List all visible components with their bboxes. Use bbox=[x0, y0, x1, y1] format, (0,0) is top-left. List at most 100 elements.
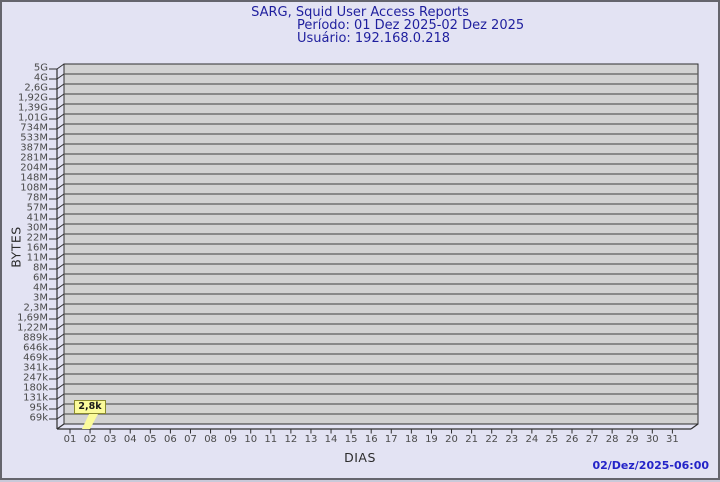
y-tick-depth bbox=[56, 223, 65, 230]
y-tick-label: 6M bbox=[33, 273, 48, 284]
y-tick-label: 1,01G bbox=[18, 113, 48, 124]
y-tick-label: 1,22M bbox=[17, 323, 48, 334]
data-point-flag: 2,8k bbox=[74, 400, 106, 414]
x-tick-label: 05 bbox=[144, 434, 157, 445]
x-tick-label: 02 bbox=[84, 434, 97, 445]
y-tick-label: 204M bbox=[20, 163, 48, 174]
y-tick-depth bbox=[56, 213, 65, 220]
y-tick-label: 108M bbox=[20, 183, 48, 194]
y-tick-label: 180k bbox=[23, 383, 48, 394]
y-tick-depth bbox=[56, 383, 65, 390]
y-tick-depth bbox=[56, 333, 65, 340]
x-tick-label: 26 bbox=[566, 434, 579, 445]
y-tick-depth bbox=[56, 353, 65, 360]
x-tick-label: 30 bbox=[646, 434, 659, 445]
y-tick-depth bbox=[56, 183, 65, 190]
x-tick-label: 09 bbox=[224, 434, 237, 445]
x-tick-label: 25 bbox=[546, 434, 559, 445]
y-tick-depth bbox=[56, 233, 65, 240]
y-tick-depth bbox=[56, 263, 65, 270]
y-tick-label: 1,39G bbox=[18, 103, 48, 114]
chart-user: Usuário: 192.168.0.218 bbox=[297, 31, 451, 46]
y-tick-depth bbox=[56, 253, 65, 260]
axis-depth-bottom-left bbox=[56, 423, 65, 430]
y-tick-label: 469k bbox=[23, 353, 48, 364]
x-tick-label: 31 bbox=[666, 434, 679, 445]
y-tick-depth bbox=[56, 143, 65, 150]
y-tick-depth bbox=[56, 373, 65, 380]
y-tick-depth bbox=[56, 273, 65, 280]
x-tick-label: 21 bbox=[465, 434, 478, 445]
y-tick-depth bbox=[56, 193, 65, 200]
chart-period: Período: 01 Dez 2025-02 Dez 2025 bbox=[297, 18, 525, 33]
y-tick-label: 22M bbox=[27, 233, 48, 244]
x-tick-label: 12 bbox=[285, 434, 298, 445]
x-tick-label: 19 bbox=[425, 434, 438, 445]
y-tick-depth bbox=[56, 63, 65, 70]
y-tick-label: 889k bbox=[23, 333, 48, 344]
y-tick-label: 8M bbox=[33, 263, 48, 274]
x-tick-label: 15 bbox=[345, 434, 358, 445]
x-axis-title: DIAS bbox=[344, 450, 376, 465]
flag-tail bbox=[82, 414, 98, 429]
y-tick-label: 4M bbox=[33, 283, 48, 294]
y-tick-depth bbox=[56, 133, 65, 140]
y-tick-label: 95k bbox=[29, 403, 48, 414]
x-tick-label: 03 bbox=[104, 434, 117, 445]
x-tick-label: 11 bbox=[264, 434, 277, 445]
y-tick-depth bbox=[56, 153, 65, 160]
y-tick-label: 2,3M bbox=[23, 303, 48, 314]
y-tick-depth bbox=[56, 93, 65, 100]
y-tick-depth bbox=[56, 113, 65, 120]
y-tick-label: 281M bbox=[20, 153, 48, 164]
x-tick-label: 29 bbox=[626, 434, 639, 445]
x-tick-label: 13 bbox=[305, 434, 318, 445]
y-tick-label: 1,69M bbox=[17, 313, 48, 324]
x-tick-label: 27 bbox=[586, 434, 599, 445]
x-tick-label: 23 bbox=[505, 434, 518, 445]
y-tick-depth bbox=[56, 73, 65, 80]
y-tick-depth bbox=[56, 123, 65, 130]
y-tick-label: 131k bbox=[23, 393, 48, 404]
y-tick-label: 30M bbox=[27, 223, 48, 234]
y-tick-label: 57M bbox=[27, 203, 48, 214]
y-tick-depth bbox=[56, 173, 65, 180]
y-tick-label: 69k bbox=[29, 413, 48, 424]
x-tick-label: 04 bbox=[124, 434, 137, 445]
y-tick-depth bbox=[56, 103, 65, 110]
y-tick-depth bbox=[56, 203, 65, 210]
x-tick-label: 08 bbox=[204, 434, 217, 445]
y-tick-depth bbox=[56, 323, 65, 330]
y-tick-label: 16M bbox=[27, 243, 48, 254]
x-tick-label: 01 bbox=[64, 434, 77, 445]
x-tick-label: 22 bbox=[485, 434, 498, 445]
y-tick-label: 41M bbox=[27, 213, 48, 224]
y-tick-depth bbox=[56, 83, 65, 90]
x-tick-label: 10 bbox=[244, 434, 257, 445]
x-tick-label: 06 bbox=[164, 434, 177, 445]
report-date: 02/Dez/2025-06:00 bbox=[592, 459, 709, 472]
y-tick-label: 247k bbox=[23, 373, 48, 384]
y-tick-label: 533M bbox=[20, 133, 48, 144]
y-tick-label: 4G bbox=[34, 73, 48, 84]
x-tick-label: 20 bbox=[445, 434, 458, 445]
y-tick-depth bbox=[56, 413, 65, 420]
y-tick-label: 2,6G bbox=[24, 83, 48, 94]
y-tick-depth bbox=[56, 393, 65, 400]
y-tick-label: 387M bbox=[20, 143, 48, 154]
y-tick-label: 148M bbox=[20, 173, 48, 184]
y-tick-label: 11M bbox=[27, 253, 48, 264]
x-tick-label: 14 bbox=[325, 434, 338, 445]
x-tick-label: 24 bbox=[525, 434, 538, 445]
y-tick-depth bbox=[56, 313, 65, 320]
y-tick-label: 5G bbox=[34, 63, 48, 74]
y-tick-depth bbox=[56, 163, 65, 170]
x-tick-label: 18 bbox=[405, 434, 418, 445]
y-tick-label: 341k bbox=[23, 363, 48, 374]
y-tick-label: 734M bbox=[20, 123, 48, 134]
x-tick-label: 07 bbox=[184, 434, 197, 445]
axis-depth-bottom-right bbox=[690, 423, 699, 430]
y-tick-label: 78M bbox=[27, 193, 48, 204]
